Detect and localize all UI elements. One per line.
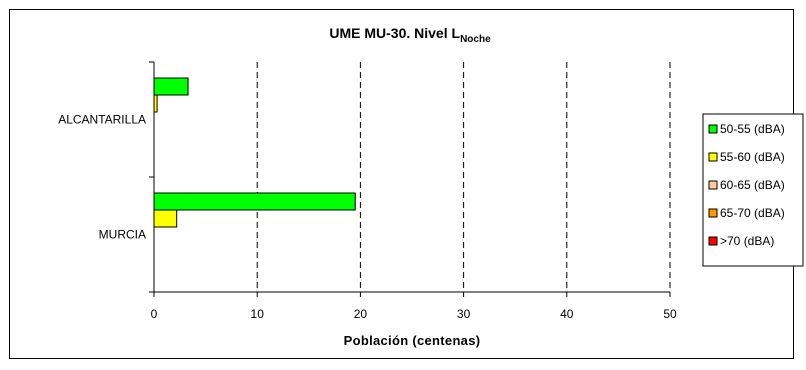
category-labels: ALCANTARILLA MURCIA bbox=[58, 113, 146, 242]
legend-label-4: >70 (dBA) bbox=[720, 234, 774, 248]
chart-title-subscript: Noche bbox=[460, 34, 491, 45]
x-tick-label-50: 50 bbox=[663, 307, 677, 321]
legend: 50-55 (dBA) 55-60 (dBA) 60-65 (dBA) 65-70 (… bbox=[702, 113, 804, 267]
x-tick-labels: 0 10 20 30 40 50 bbox=[151, 307, 677, 321]
x-tick-label-10: 10 bbox=[251, 307, 265, 321]
x-tick-label-40: 40 bbox=[560, 307, 574, 321]
bar-0-0 bbox=[153, 77, 189, 96]
x-tick-label-30: 30 bbox=[457, 307, 471, 321]
category-label-0: ALCANTARILLA bbox=[58, 113, 146, 127]
grid-lines bbox=[256, 62, 671, 292]
bar-0-1 bbox=[153, 94, 158, 113]
legend-swatch-2 bbox=[708, 180, 718, 190]
legend-label-1: 55-60 (dBA) bbox=[720, 150, 785, 164]
legend-label-3: 65-70 (dBA) bbox=[720, 206, 785, 220]
x-tick-label-20: 20 bbox=[354, 307, 368, 321]
legend-swatch-1 bbox=[708, 152, 718, 162]
axes bbox=[149, 61, 671, 297]
legend-swatch-3 bbox=[708, 208, 718, 218]
legend-label-2: 60-65 (dBA) bbox=[720, 178, 785, 192]
bar-1-1 bbox=[153, 209, 178, 228]
legend-swatch-0 bbox=[708, 124, 718, 134]
chart-frame bbox=[9, 9, 794, 359]
bars bbox=[153, 77, 356, 228]
legend-swatch-4 bbox=[708, 236, 718, 246]
category-label-1: MURCIA bbox=[99, 228, 146, 242]
x-tick-label-0: 0 bbox=[151, 307, 158, 321]
legend-box bbox=[702, 113, 804, 267]
legend-label-0: 50-55 (dBA) bbox=[720, 122, 785, 136]
bar-1-0 bbox=[153, 192, 356, 211]
x-axis-label: Población (centenas) bbox=[344, 333, 481, 348]
chart-title: UME MU-30. Nivel LNoche bbox=[329, 25, 491, 45]
chart-title-main: UME MU-30. Nivel L bbox=[329, 25, 460, 41]
